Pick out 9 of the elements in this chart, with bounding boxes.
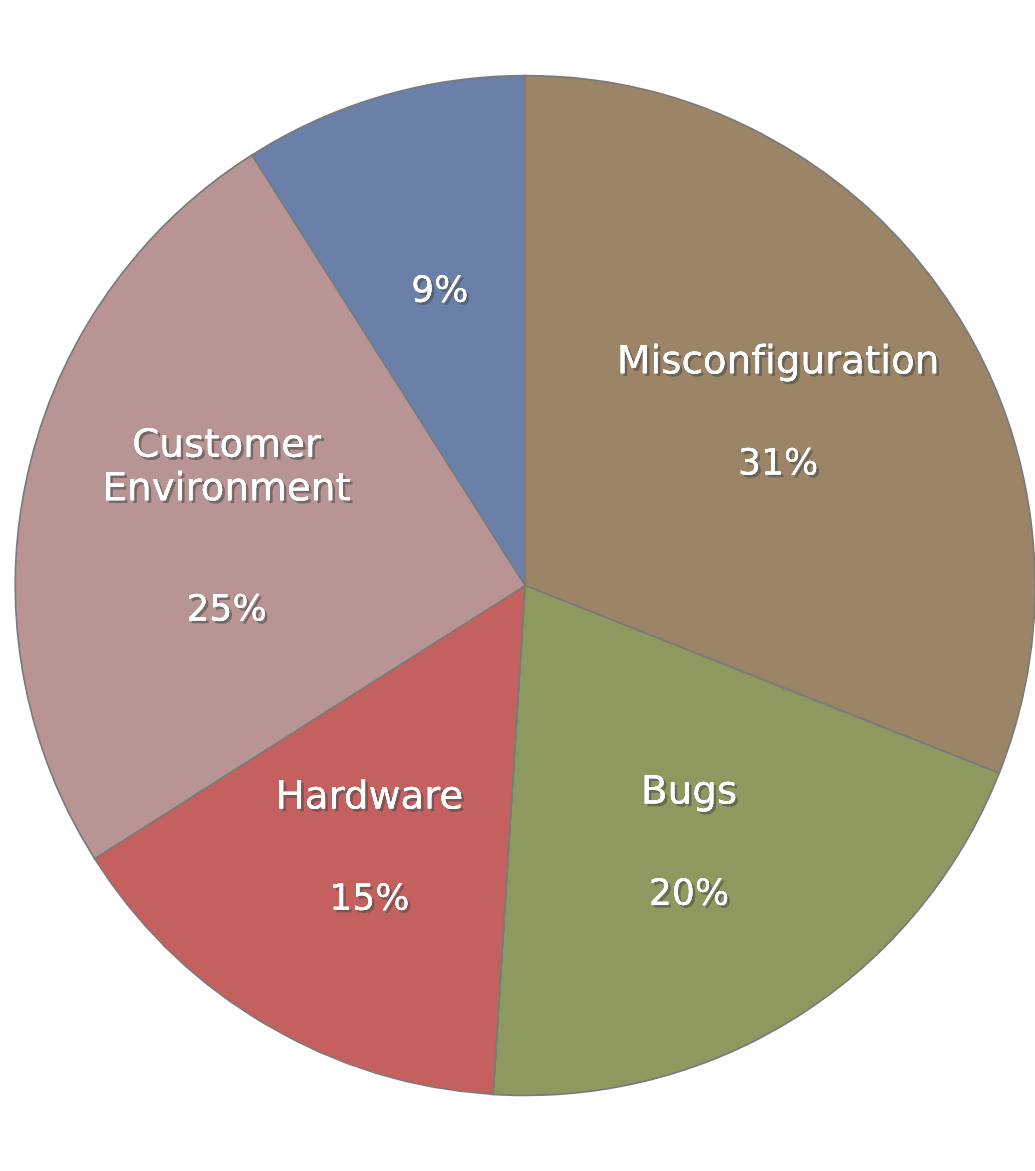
slice-label: Customer Environment [106, 427, 353, 504]
slice-label: Hardware [279, 779, 464, 812]
data-label: 20% [651, 877, 730, 909]
data-label: 9% [413, 274, 470, 305]
slice-label: Misconfiguration [620, 343, 939, 385]
data-label: 25% [189, 593, 268, 624]
data-label: 31% [740, 447, 820, 478]
data-label: 15% [333, 882, 411, 914]
slice-label: Bugs [644, 775, 739, 815]
